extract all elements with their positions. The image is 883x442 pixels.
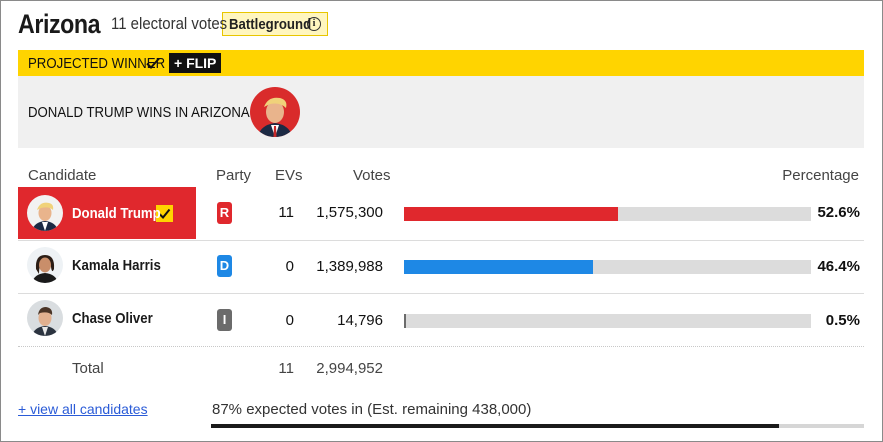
percentage-bar-track [404, 207, 811, 221]
projected-winner-bar: PROJECTED WINNER + FLIP [18, 50, 864, 76]
candidate-percentage: 0.5% [825, 312, 860, 329]
total-label: Total [72, 360, 104, 377]
candidate-avatar [27, 195, 63, 231]
candidate-evs: 0 [285, 258, 294, 275]
battleground-label: Battleground [229, 15, 312, 33]
electoral-votes-label: 11 electoral votes [111, 14, 228, 33]
candidate-name: Chase Oliver [72, 309, 153, 327]
party-badge: D [217, 255, 232, 277]
candidate-row: Donald Trump R 11 1,575,300 52.6% [18, 186, 864, 241]
column-header-votes: Votes [353, 167, 391, 184]
percentage-bar-fill [404, 260, 593, 274]
candidate-cell: Chase Oliver [18, 292, 196, 344]
party-badge: I [217, 309, 232, 331]
flip-badge: + FLIP [169, 53, 222, 73]
expected-votes-text: 87% expected votes in (Est. remaining 43… [212, 401, 532, 418]
percentage-bar-fill [404, 207, 618, 221]
winner-announcement: DONALD TRUMP WINS IN ARIZONA [28, 103, 250, 121]
column-header-party: Party [216, 167, 252, 184]
total-votes: 2,994,952 [316, 360, 383, 377]
percentage-bar-fill [404, 314, 406, 328]
candidate-name: Kamala Harris [72, 256, 161, 274]
candidate-avatar [27, 300, 63, 336]
column-header-candidate: Candidate [28, 167, 97, 184]
party-badge: R [217, 202, 232, 224]
projected-winner-label: PROJECTED WINNER [28, 54, 166, 72]
expected-votes-progress-fill [211, 424, 779, 428]
winner-panel: DONALD TRUMP WINS IN ARIZONA [18, 76, 864, 148]
battleground-badge[interactable]: Battleground i [222, 12, 328, 36]
candidate-row: Kamala Harris D 0 1,389,988 46.4% [18, 239, 864, 294]
candidate-percentage: 46.4% [817, 258, 860, 275]
candidate-cell: Kamala Harris [18, 239, 196, 291]
column-header-evs: EVs [275, 167, 303, 184]
trump-portrait-avatar [250, 87, 300, 137]
candidate-avatar [27, 247, 63, 283]
percentage-bar-track [404, 260, 811, 274]
expected-votes-progress [211, 424, 864, 428]
winner-check-icon [156, 204, 173, 222]
state-title: Arizona [18, 8, 101, 39]
view-all-candidates-link[interactable]: + view all candidates [18, 401, 148, 417]
race-header: Arizona 11 electoral votes Battleground … [18, 8, 328, 40]
candidate-percentage: 52.6% [817, 204, 860, 221]
candidate-votes: 1,389,988 [316, 258, 383, 275]
column-header-percentage: Percentage [782, 167, 859, 184]
info-icon[interactable]: i [307, 17, 321, 31]
candidate-cell-winner: Donald Trump [18, 187, 196, 239]
total-evs: 11 [278, 360, 294, 377]
candidate-name: Donald Trump [72, 204, 161, 222]
candidate-evs: 11 [278, 204, 294, 221]
candidate-row: Chase Oliver I 0 14,796 0.5% [18, 292, 864, 346]
candidate-evs: 0 [285, 312, 294, 329]
check-icon [146, 57, 160, 69]
candidate-votes: 14,796 [337, 312, 383, 329]
percentage-bar-track [404, 314, 811, 328]
total-divider [18, 346, 864, 347]
candidate-votes: 1,575,300 [316, 204, 383, 221]
